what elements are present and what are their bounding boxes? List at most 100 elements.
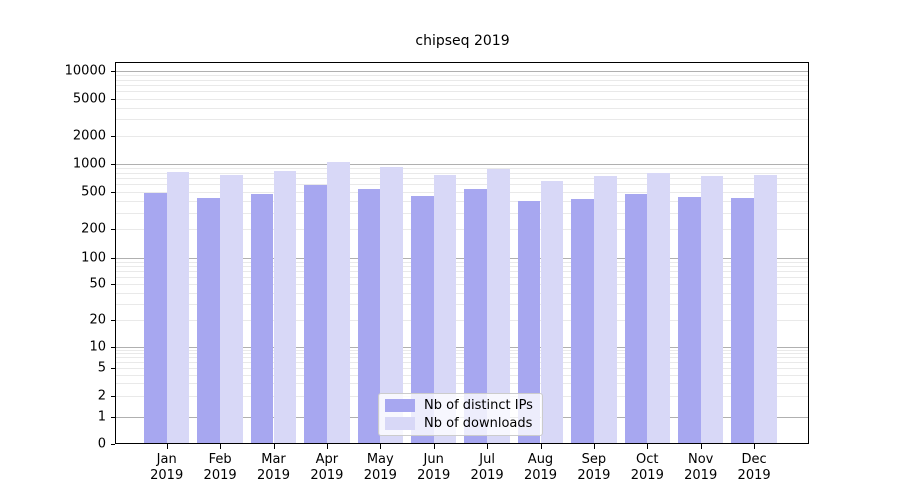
gridline-minor (116, 98, 809, 100)
x-tick-year: 2019 (417, 468, 451, 483)
bar-downloads (754, 174, 777, 444)
bar-downloads (540, 181, 564, 444)
y-tick-mark (111, 163, 115, 165)
gridline-minor (116, 353, 809, 355)
x-tick-mark (326, 444, 328, 449)
bar-distinct-ips (143, 192, 167, 444)
x-tick-year: 2019 (203, 468, 237, 483)
x-tick-label: Sep 2019 (564, 452, 624, 484)
legend-item-downloads: Nb of downloads (385, 415, 536, 434)
gridline-minor (116, 261, 809, 263)
gridline-minor (116, 271, 809, 273)
bar-downloads (166, 172, 190, 444)
x-tick-label: Nov 2019 (671, 452, 731, 484)
x-tick-month: Aug (527, 452, 554, 467)
x-tick-year: 2019 (150, 468, 184, 483)
bar-distinct-ips (250, 193, 274, 444)
x-tick-year: 2019 (684, 468, 718, 483)
x-tick-year: 2019 (470, 468, 504, 483)
x-tick-label: Mar 2019 (244, 452, 304, 484)
x-tick-label: Apr 2019 (297, 452, 357, 484)
y-tick-label: 100 (81, 250, 106, 265)
x-tick-label: Dec 2019 (724, 452, 784, 484)
gridline-minor (116, 292, 809, 294)
x-tick-month: Nov (688, 452, 714, 467)
y-tick-label: 2000 (72, 128, 106, 143)
x-tick-month: Sep (581, 452, 607, 467)
x-tick-mark (754, 444, 756, 449)
gridline-minor (116, 362, 809, 364)
gridline-major (116, 346, 809, 348)
x-tick-mark (593, 444, 595, 449)
x-tick-month: Jun (423, 452, 444, 467)
x-tick-year: 2019 (737, 468, 771, 483)
y-tick-label: 2 (97, 388, 106, 404)
y-tick-label: 1000 (72, 156, 106, 171)
bar-downloads (487, 169, 510, 444)
bar-downloads (220, 175, 243, 444)
legend-swatch-distinct-ips (385, 398, 415, 412)
gridline-minor (116, 284, 809, 286)
gridline-minor (116, 277, 809, 279)
y-tick-mark (111, 257, 115, 259)
bar-distinct-ips (197, 198, 221, 444)
gridline-minor (116, 167, 809, 169)
x-tick-year: 2019 (256, 468, 291, 483)
y-tick-mark (111, 98, 115, 100)
bar-downloads (380, 166, 404, 444)
x-tick-label: Jun 2019 (404, 452, 464, 484)
x-tick-month: Oct (636, 452, 659, 467)
bar-downloads (647, 172, 671, 444)
bar-distinct-ips (677, 197, 701, 444)
gridline-minor (116, 357, 809, 359)
gridline-minor (116, 383, 809, 385)
x-tick-label: May 2019 (350, 452, 410, 484)
gridline-minor (116, 107, 809, 109)
bar-downloads (593, 176, 617, 444)
x-tick-mark (487, 444, 489, 449)
x-tick-year: 2019 (310, 468, 344, 483)
y-tick-mark (111, 444, 115, 445)
gridline-major (116, 163, 809, 165)
gridline-minor (116, 172, 809, 174)
gridline-minor (116, 304, 809, 305)
y-tick-label: 1 (97, 409, 106, 425)
y-tick-label: 10000 (64, 63, 106, 78)
bar-distinct-ips (571, 198, 594, 444)
x-tick-label: Aug 2019 (511, 452, 571, 484)
y-tick-mark (111, 367, 115, 369)
gridline-minor (116, 191, 809, 193)
gridline-minor (116, 119, 809, 121)
y-tick-label: 20 (89, 312, 106, 328)
y-tick-label: 200 (81, 221, 106, 237)
x-tick-month: Jul (479, 452, 495, 467)
y-tick-mark (111, 417, 115, 418)
x-tick-year: 2019 (523, 468, 558, 483)
gridline-minor (116, 367, 809, 369)
legend: Nb of distinct IPs Nb of downloads (378, 393, 543, 436)
legend-label-downloads: Nb of downloads (424, 416, 533, 432)
bar-distinct-ips (624, 194, 648, 444)
x-tick-mark (700, 444, 702, 449)
bar-downloads (433, 174, 457, 444)
y-tick-mark (111, 395, 115, 397)
bar-downloads (326, 161, 350, 444)
y-tick-label: 0 (97, 436, 106, 452)
x-tick-mark (433, 444, 435, 449)
y-tick-mark (111, 70, 115, 72)
x-tick-label: Jul 2019 (457, 452, 517, 484)
x-tick-mark (540, 444, 542, 449)
y-tick-label: 10 (89, 339, 106, 354)
gridline-minor (116, 91, 809, 93)
bar-downloads (273, 170, 297, 444)
x-tick-mark (220, 444, 222, 449)
legend-label-distinct-ips: Nb of distinct IPs (424, 397, 533, 413)
gridline-minor (116, 135, 809, 137)
y-tick-mark (111, 191, 115, 193)
y-tick-mark (111, 284, 115, 286)
gridline-minor (116, 349, 809, 351)
bar-distinct-ips (464, 189, 488, 444)
gridline-minor (116, 374, 809, 376)
legend-swatch-downloads (385, 417, 415, 431)
